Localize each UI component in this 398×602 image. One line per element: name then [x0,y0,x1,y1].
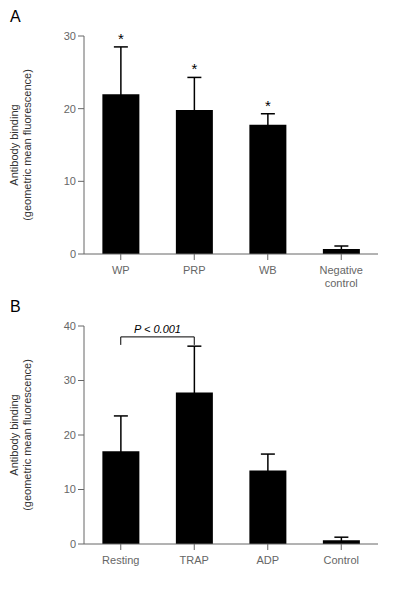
svg-text:Resting: Resting [102,554,139,566]
svg-text:30: 30 [64,30,76,42]
svg-text:ADP: ADP [256,554,279,566]
html-text:B: B [10,298,21,315]
svg-text:Antibody binding(geometric mea: Antibody binding(geometric mean fluoresc… [8,359,33,511]
svg-text:40: 40 [64,320,76,332]
svg-text:P < 0.001: P < 0.001 [134,323,181,335]
svg-text:10: 10 [64,483,76,495]
svg-text:*: * [265,97,271,114]
svg-text:TRAP: TRAP [180,554,209,566]
svg-text:Negativecontrol: Negativecontrol [320,264,363,289]
svg-text:0: 0 [70,538,76,550]
svg-text:30: 30 [64,374,76,386]
svg-text:20: 20 [64,429,76,441]
svg-text:PRP: PRP [183,264,206,276]
svg-text:Control: Control [324,554,359,566]
svg-text:WP: WP [112,264,130,276]
html-text:A: A [10,8,21,25]
svg-text:WB: WB [259,264,277,276]
svg-text:*: * [191,60,197,77]
svg-text:10: 10 [64,175,76,187]
svg-text:20: 20 [64,103,76,115]
svg-text:Antibody binding(geometric mea: Antibody binding(geometric mean fluoresc… [8,69,33,221]
svg-text:*: * [118,30,124,47]
svg-text:0: 0 [70,248,76,260]
